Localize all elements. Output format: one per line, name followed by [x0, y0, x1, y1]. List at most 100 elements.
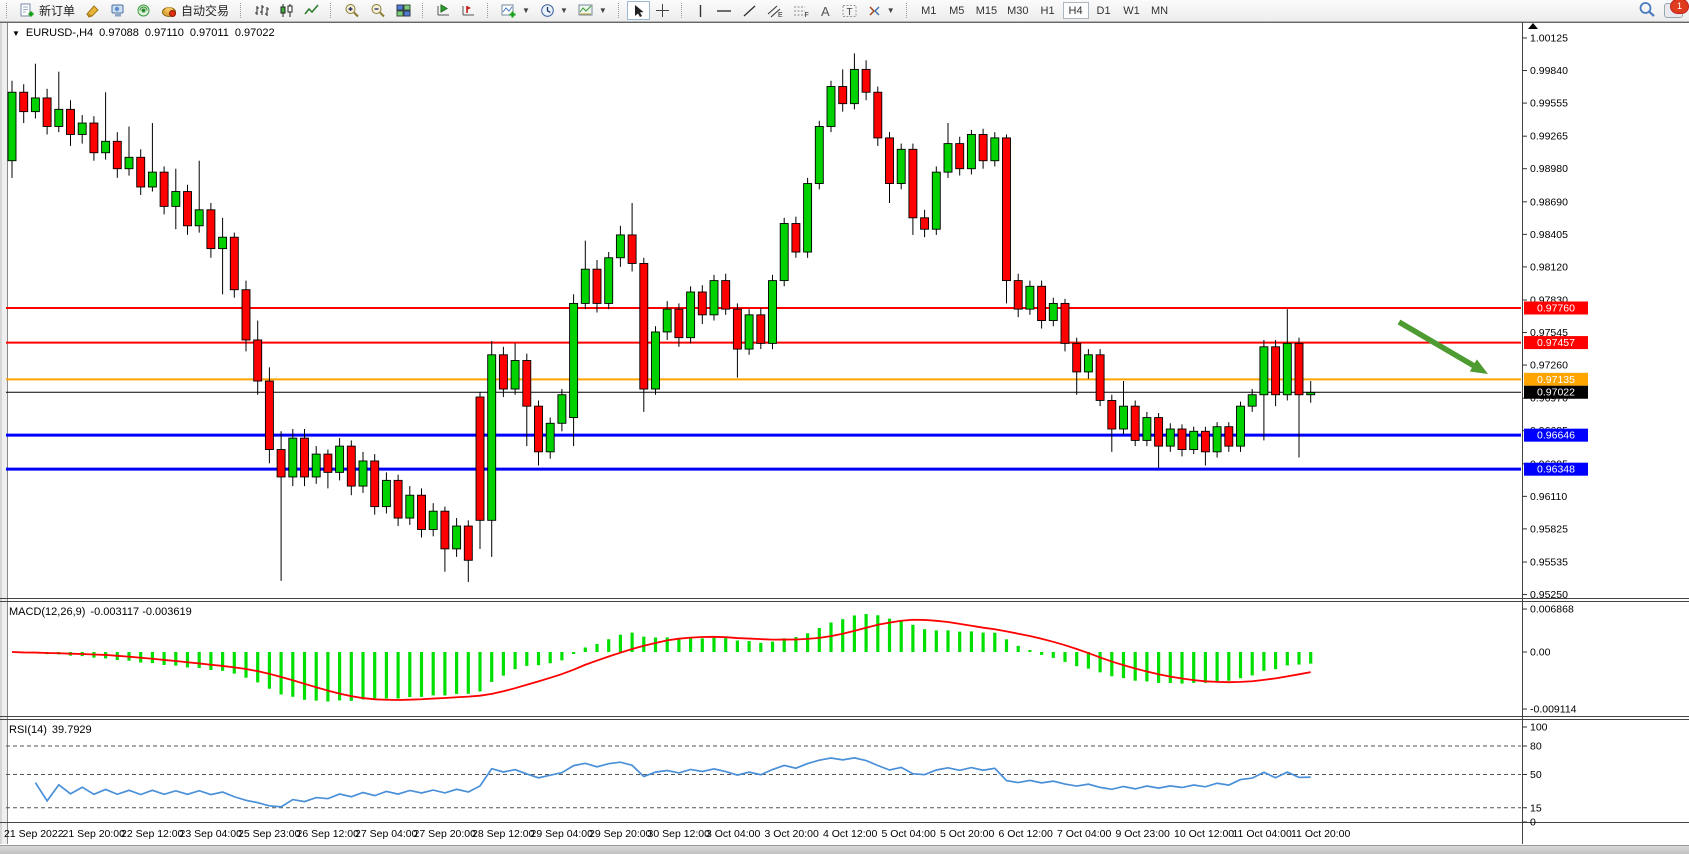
- symbol-dropdown-icon[interactable]: ▼: [12, 28, 20, 38]
- candle: [522, 360, 532, 407]
- macd-indicator-label: MACD(12,26,9) -0.003117 -0.003619: [9, 606, 192, 618]
- text-label-button[interactable]: T: [837, 1, 862, 20]
- candlestick-chart-button[interactable]: [274, 1, 299, 20]
- svg-text:0.96646: 0.96646: [1537, 430, 1575, 442]
- periods-icon: [540, 3, 555, 18]
- candle: [1259, 346, 1269, 396]
- timeframe-m5[interactable]: M5: [944, 2, 970, 19]
- svg-text:11 Oct 04:00: 11 Oct 04:00: [1233, 828, 1293, 840]
- candle: [440, 510, 450, 550]
- chart-open: 0.97088: [99, 27, 139, 39]
- svg-text:0.97022: 0.97022: [1537, 387, 1575, 399]
- candle: [510, 360, 520, 390]
- candle: [1142, 417, 1152, 441]
- zoom-in-icon: [344, 3, 360, 18]
- trend-arrow-annotation[interactable]: [1397, 319, 1488, 374]
- autotrade-button[interactable]: 自动交易: [156, 1, 234, 20]
- new-order-icon: [20, 3, 35, 18]
- bar-chart-button[interactable]: [249, 1, 274, 20]
- chart-close: 0.97022: [234, 27, 275, 39]
- candle: [662, 308, 672, 333]
- svg-text:0.99840: 0.99840: [1530, 65, 1568, 77]
- candle: [990, 137, 1000, 162]
- candle: [674, 308, 684, 339]
- text-button[interactable]: A: [814, 1, 837, 20]
- candle: [686, 291, 696, 339]
- candle: [1013, 280, 1023, 310]
- search-icon[interactable]: [1638, 1, 1656, 21]
- candle: [183, 191, 192, 227]
- crosshair-button[interactable]: [650, 1, 675, 20]
- candle: [452, 525, 462, 550]
- svg-text:30 Sep 12:00: 30 Sep 12:00: [648, 828, 711, 840]
- zoom-in-button[interactable]: [339, 1, 365, 20]
- svg-text:0.95825: 0.95825: [1530, 523, 1568, 535]
- tile-windows-button[interactable]: [391, 1, 416, 20]
- chart-low: 0.97011: [189, 27, 229, 39]
- crosshair-icon: [655, 3, 670, 18]
- timeframe-m30[interactable]: M30: [1003, 2, 1032, 19]
- horizontal-line-button[interactable]: [711, 1, 737, 20]
- price-axis[interactable]: 1.00125 0.99840 0.99555 0.99265 0.98980 0.986…: [1522, 23, 1588, 601]
- gold-brush-icon: [85, 3, 100, 18]
- price-tag-0.96348: 0.96348: [1524, 462, 1588, 476]
- auto-scroll-button[interactable]: [431, 1, 456, 20]
- candle: [1212, 426, 1222, 453]
- candle: [194, 209, 204, 227]
- candle: [1048, 302, 1058, 321]
- timeframe-w1[interactable]: W1: [1119, 2, 1145, 19]
- svg-text:T: T: [846, 7, 852, 18]
- indicators-button[interactable]: ▼: [496, 1, 535, 20]
- chart-shift-button[interactable]: [456, 1, 481, 20]
- chart-canvas[interactable]: 1.00125 0.99840 0.99555 0.99265 0.98980 0.986…: [0, 22, 1689, 844]
- candle: [592, 268, 602, 304]
- candle: [124, 156, 134, 170]
- remote-terminal-button[interactable]: [105, 1, 131, 20]
- timeframe-h4[interactable]: H4: [1062, 2, 1089, 19]
- autotrade-label: 自动交易: [181, 4, 230, 18]
- timeframe-m15[interactable]: M15: [972, 2, 1001, 19]
- candle: [1107, 400, 1117, 430]
- message-icon[interactable]: 1: [1664, 0, 1689, 18]
- candle: [393, 479, 403, 519]
- svg-text:0.99555: 0.99555: [1530, 98, 1568, 110]
- svg-text:0.97457: 0.97457: [1537, 337, 1575, 349]
- svg-text:0.96110: 0.96110: [1530, 491, 1567, 503]
- candle: [803, 183, 813, 253]
- timeframe-m1[interactable]: M1: [916, 2, 942, 19]
- candle: [1236, 405, 1245, 447]
- timeframe-d1[interactable]: D1: [1091, 2, 1117, 19]
- candle: [756, 314, 766, 344]
- arrows-button[interactable]: ▼: [862, 1, 900, 20]
- templates-button[interactable]: ▼: [573, 1, 612, 20]
- vertical-line-button[interactable]: [690, 1, 711, 20]
- timeframe-h1[interactable]: H1: [1035, 2, 1061, 19]
- price-tag-0.96646: 0.96646: [1524, 428, 1588, 442]
- timeframe-mn[interactable]: MN: [1147, 2, 1173, 19]
- line-chart-button[interactable]: [299, 1, 324, 20]
- signal-icon: [136, 3, 151, 18]
- svg-text:E: E: [778, 12, 783, 18]
- candle: [569, 302, 579, 419]
- candle: [229, 236, 239, 291]
- periods-button[interactable]: ▼: [535, 1, 573, 20]
- macd-values: -0.003117 -0.003619: [90, 606, 192, 618]
- signal-button[interactable]: [131, 1, 156, 20]
- candle: [346, 445, 356, 487]
- candle: [1060, 302, 1070, 344]
- toolbar: 新订单 自动交易 ▼ ▼ ▼: [0, 0, 1689, 22]
- candle: [1165, 428, 1175, 447]
- fibonacci-button[interactable]: F: [788, 1, 814, 20]
- new-order-button[interactable]: 新订单: [15, 1, 80, 20]
- equidistant-channel-button[interactable]: E: [762, 1, 788, 20]
- zoom-out-button[interactable]: [365, 1, 391, 20]
- dropdown-arrow-icon: ▼: [559, 6, 568, 15]
- gold-brush-button[interactable]: [80, 1, 105, 20]
- svg-text:0.96348: 0.96348: [1537, 464, 1575, 476]
- svg-text:27 Sep 20:00: 27 Sep 20:00: [414, 828, 477, 840]
- candle: [615, 234, 625, 259]
- cursor-button[interactable]: [626, 1, 650, 20]
- candle: [428, 510, 438, 530]
- trendline-button[interactable]: [737, 1, 762, 20]
